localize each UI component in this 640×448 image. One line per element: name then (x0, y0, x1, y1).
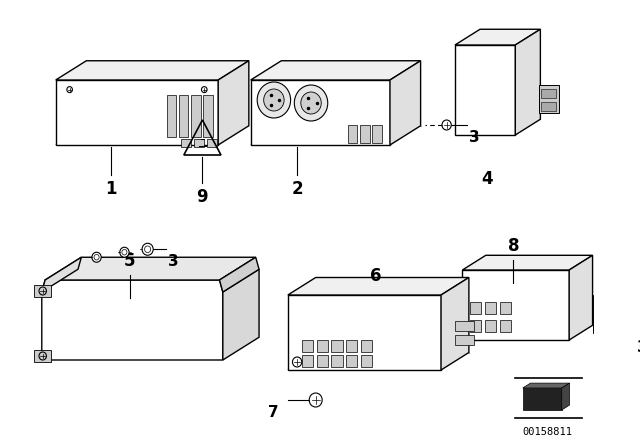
Circle shape (294, 85, 328, 121)
Bar (346, 355, 358, 367)
Polygon shape (220, 257, 259, 292)
Bar (167, 95, 177, 137)
Polygon shape (462, 270, 569, 340)
Text: 6: 6 (371, 267, 382, 284)
Polygon shape (218, 61, 249, 145)
Bar (348, 125, 358, 143)
Polygon shape (515, 29, 540, 135)
Bar (455, 335, 474, 345)
Bar (332, 340, 342, 352)
Bar (317, 340, 328, 352)
Bar (541, 89, 556, 98)
Polygon shape (523, 388, 562, 410)
Polygon shape (288, 295, 441, 370)
Bar (35, 285, 51, 297)
Polygon shape (251, 80, 390, 145)
Text: 9: 9 (196, 188, 208, 206)
Bar (538, 85, 559, 113)
Text: 3: 3 (168, 254, 179, 269)
Circle shape (92, 252, 101, 262)
Text: 3: 3 (637, 340, 640, 355)
Text: 3: 3 (469, 130, 480, 145)
Bar (346, 340, 358, 352)
Bar (301, 355, 313, 367)
Polygon shape (562, 383, 570, 410)
Bar (35, 350, 51, 362)
Text: 5: 5 (124, 252, 136, 270)
Text: 1: 1 (106, 180, 117, 198)
Bar (204, 95, 212, 137)
Text: 4: 4 (482, 170, 493, 188)
Bar (541, 102, 556, 111)
Bar (595, 315, 616, 327)
Bar (179, 95, 189, 137)
Bar (470, 320, 481, 332)
Polygon shape (523, 383, 570, 388)
Bar (361, 355, 372, 367)
Polygon shape (42, 280, 223, 360)
Bar (484, 302, 496, 314)
Bar (372, 125, 381, 143)
Bar (317, 355, 328, 367)
Bar (455, 320, 474, 331)
Bar (360, 125, 369, 143)
Bar (500, 320, 511, 332)
Polygon shape (56, 61, 249, 80)
Text: 7: 7 (268, 405, 278, 420)
Polygon shape (455, 45, 515, 135)
Polygon shape (455, 29, 540, 45)
Polygon shape (390, 61, 420, 145)
Bar (301, 340, 313, 352)
Polygon shape (251, 61, 420, 80)
Polygon shape (288, 277, 469, 295)
Text: 00158811: 00158811 (523, 427, 573, 437)
Circle shape (264, 89, 284, 111)
Polygon shape (462, 255, 593, 270)
Polygon shape (45, 257, 256, 280)
Circle shape (301, 92, 321, 114)
Bar (207, 139, 217, 147)
Polygon shape (569, 255, 593, 340)
Bar (500, 302, 511, 314)
Polygon shape (42, 257, 81, 292)
Polygon shape (441, 277, 469, 370)
Polygon shape (56, 80, 218, 145)
Bar (470, 302, 481, 314)
Bar (181, 139, 191, 147)
Text: 2: 2 (291, 180, 303, 198)
Bar (484, 320, 496, 332)
Bar (194, 139, 204, 147)
Circle shape (142, 243, 153, 255)
Circle shape (120, 247, 129, 257)
Text: 8: 8 (508, 237, 519, 255)
Bar (332, 355, 342, 367)
Bar (595, 299, 616, 311)
Bar (361, 340, 372, 352)
Circle shape (257, 82, 291, 118)
Bar (593, 295, 618, 333)
Polygon shape (223, 269, 259, 360)
Bar (191, 95, 200, 137)
